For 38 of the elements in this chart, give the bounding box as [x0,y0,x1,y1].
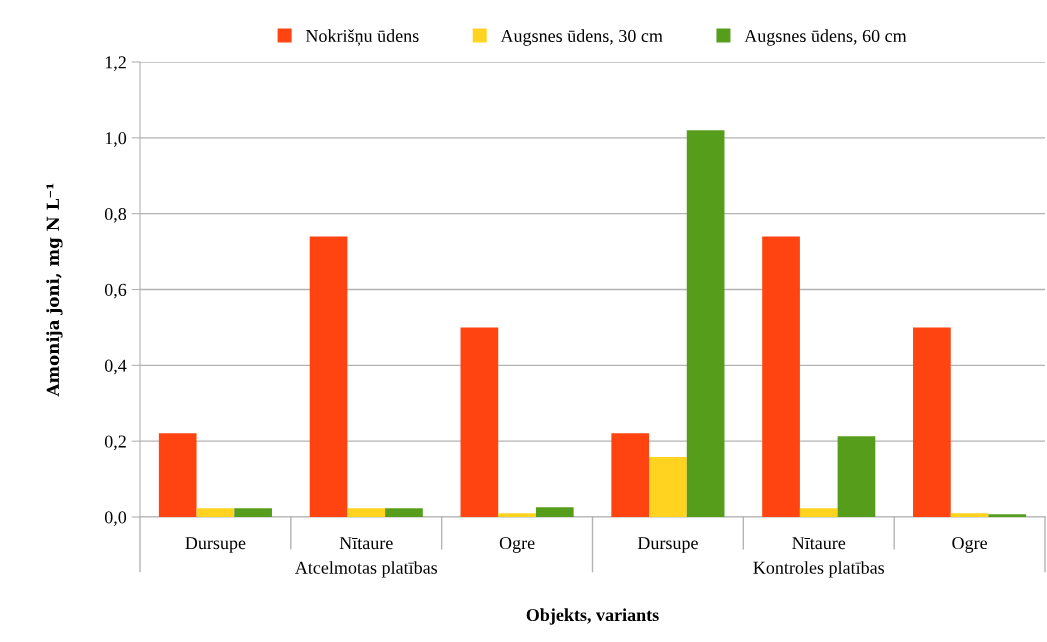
y-tick-label: 0,6 [104,283,127,299]
bar [535,507,574,517]
x-axis-title: Objekts, variants [526,608,659,625]
legend-label: Nokrišņu ūdens [305,29,419,46]
legend-label: Augsnes ūdens, 60 cm [744,29,907,46]
bar [498,513,536,517]
bar [196,508,235,517]
bar [234,508,272,517]
y-tick-label: 1,2 [105,56,126,72]
bar [347,508,386,517]
bar [649,457,687,517]
y-tick-label: 0,0 [104,511,127,527]
bar [158,433,197,517]
bar [913,327,951,517]
x-tick-label: Ogre [952,536,987,553]
y-tick-label: 1,0 [105,132,127,147]
bar [385,508,423,517]
x-tick-label: Ogre [499,536,535,553]
bar [950,513,989,517]
bar [799,508,838,517]
y-tick-label: 0,8 [104,207,127,223]
bar [309,236,348,517]
bar [460,327,499,517]
x-tick-label: Dursupe [185,537,246,553]
x-tick-label: Nītaure [339,537,393,550]
text: Kontroles platības [753,561,885,578]
bar [837,436,876,517]
bar [762,236,800,517]
bar [611,433,650,517]
y-tick-label: 0,4 [104,359,127,375]
legend-label: Augsnes ūdens, 30 cm [500,29,663,46]
y-axis-title: Amonija joni, mg N L⁻¹ [46,183,63,397]
x-tick-label: Dursupe [637,537,698,553]
bar [686,130,725,517]
bar [988,514,1027,517]
text: Atcelmotas platības [294,561,438,578]
y-tick-label: 0,2 [104,435,126,451]
x-tick-label: Nītaure [792,537,846,550]
